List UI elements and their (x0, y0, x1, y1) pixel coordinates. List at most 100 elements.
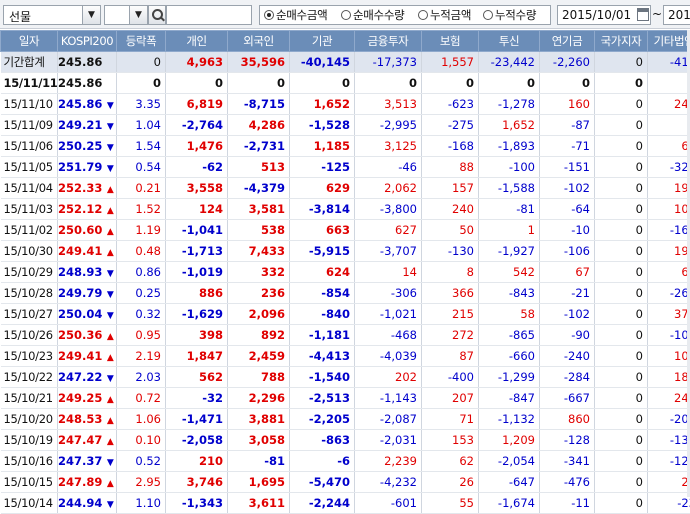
kospi200-cell: 252.12▲ (58, 199, 117, 220)
kospi200-value: 250.25 (58, 139, 102, 153)
financial-investment-cell: 3,125 (355, 136, 422, 157)
up-triangle-icon: ▲ (105, 185, 115, 195)
down-triangle-icon: ▼ (105, 269, 115, 279)
insurance-cell: -275 (422, 115, 479, 136)
column-header[interactable]: 금융투자 (355, 31, 422, 52)
government-cell: 0 (595, 304, 648, 325)
government-cell: 0 (595, 283, 648, 304)
other-corporation-cell: 61 (648, 262, 690, 283)
column-header[interactable]: KOSPI200 (58, 31, 117, 52)
market-select[interactable]: 선물 ▼ (3, 5, 101, 25)
investment-trust-cell: -1,299 (479, 367, 540, 388)
date-cell: 15/11/02 (1, 220, 58, 241)
kospi200-cell: 251.79▼ (58, 157, 117, 178)
insurance-cell: 87 (422, 346, 479, 367)
kospi200-value: 247.89 (58, 475, 102, 489)
up-triangle-icon: ▲ (105, 227, 115, 237)
other-corporation-cell: 0 (648, 73, 690, 94)
search-button[interactable] (148, 5, 166, 25)
column-header[interactable]: 기타법인 (648, 31, 690, 52)
market-select-value: 선물 (9, 8, 31, 25)
financial-investment-cell: 3,513 (355, 94, 422, 115)
financial-investment-cell: -468 (355, 325, 422, 346)
column-header[interactable]: 보험 (422, 31, 479, 52)
kospi200-cell: 249.41▲ (58, 241, 117, 262)
financial-investment-cell: -1,021 (355, 304, 422, 325)
column-header[interactable]: 국가지자 (595, 31, 648, 52)
kospi200-cell: 245.86 (58, 52, 117, 73)
kospi200-value: 245.86 (58, 55, 102, 69)
column-header[interactable]: 연기금 (540, 31, 595, 52)
other-corporation-cell: -122 (648, 451, 690, 472)
radio-net-buy-quantity[interactable]: 순매수수량 (341, 8, 404, 23)
pension-fund-cell: -667 (540, 388, 595, 409)
institution-cell: -40,145 (290, 52, 355, 73)
individual-cell: 0 (166, 73, 228, 94)
government-cell: 0 (595, 430, 648, 451)
radio-cumulative-amount[interactable]: 누적금액 (418, 8, 471, 23)
change-cell: 0.54 (117, 157, 166, 178)
pension-fund-cell: -64 (540, 199, 595, 220)
up-triangle-icon: ▲ (105, 416, 115, 426)
foreign-cell: 538 (228, 220, 290, 241)
chevron-down-icon[interactable]: ▼ (129, 6, 147, 24)
column-header[interactable]: 일자 (1, 31, 58, 52)
investment-trust-cell: -23,442 (479, 52, 540, 73)
column-header[interactable]: 등락폭 (117, 31, 166, 52)
down-triangle-icon: ▼ (105, 374, 115, 384)
institution-cell: 1,185 (290, 136, 355, 157)
foreign-cell: -81 (228, 451, 290, 472)
investment-trust-cell: -865 (479, 325, 540, 346)
institution-cell: 1,652 (290, 94, 355, 115)
calendar-icon[interactable] (637, 8, 649, 21)
date-from-input[interactable]: 2015/10/01 (557, 5, 651, 25)
radio-net-buy-amount[interactable]: 순매수금액 (264, 8, 327, 23)
change-cell: 0.10 (117, 430, 166, 451)
foreign-cell: 0 (228, 73, 290, 94)
kospi200-cell: 249.25▲ (58, 388, 117, 409)
insurance-cell: 240 (422, 199, 479, 220)
pension-fund-cell: -102 (540, 304, 595, 325)
code-select[interactable]: ▼ (104, 5, 148, 25)
insurance-cell: 8 (422, 262, 479, 283)
chevron-down-icon[interactable]: ▼ (82, 6, 100, 24)
column-header[interactable]: 개인 (166, 31, 228, 52)
financial-investment-cell: 0 (355, 73, 422, 94)
radio-cumulative-quantity[interactable]: 누적수량 (483, 8, 536, 23)
investment-trust-cell: 1,652 (479, 115, 540, 136)
column-header[interactable]: 기관 (290, 31, 355, 52)
column-header[interactable]: 외국인 (228, 31, 290, 52)
financial-investment-cell: 14 (355, 262, 422, 283)
toolbar: 선물 ▼ ▼ 순매수금액 순매수수량 누적금액 누적수량 2015/10/01 … (0, 0, 690, 29)
kospi200-value: 249.41 (58, 244, 102, 258)
code-input[interactable] (166, 5, 252, 25)
change-cell: 2.19 (117, 346, 166, 367)
kospi200-cell: 245.86▼ (58, 94, 117, 115)
date-to-input[interactable]: 2015 (663, 5, 690, 25)
insurance-cell: -130 (422, 241, 479, 262)
column-header[interactable]: 투신 (479, 31, 540, 52)
